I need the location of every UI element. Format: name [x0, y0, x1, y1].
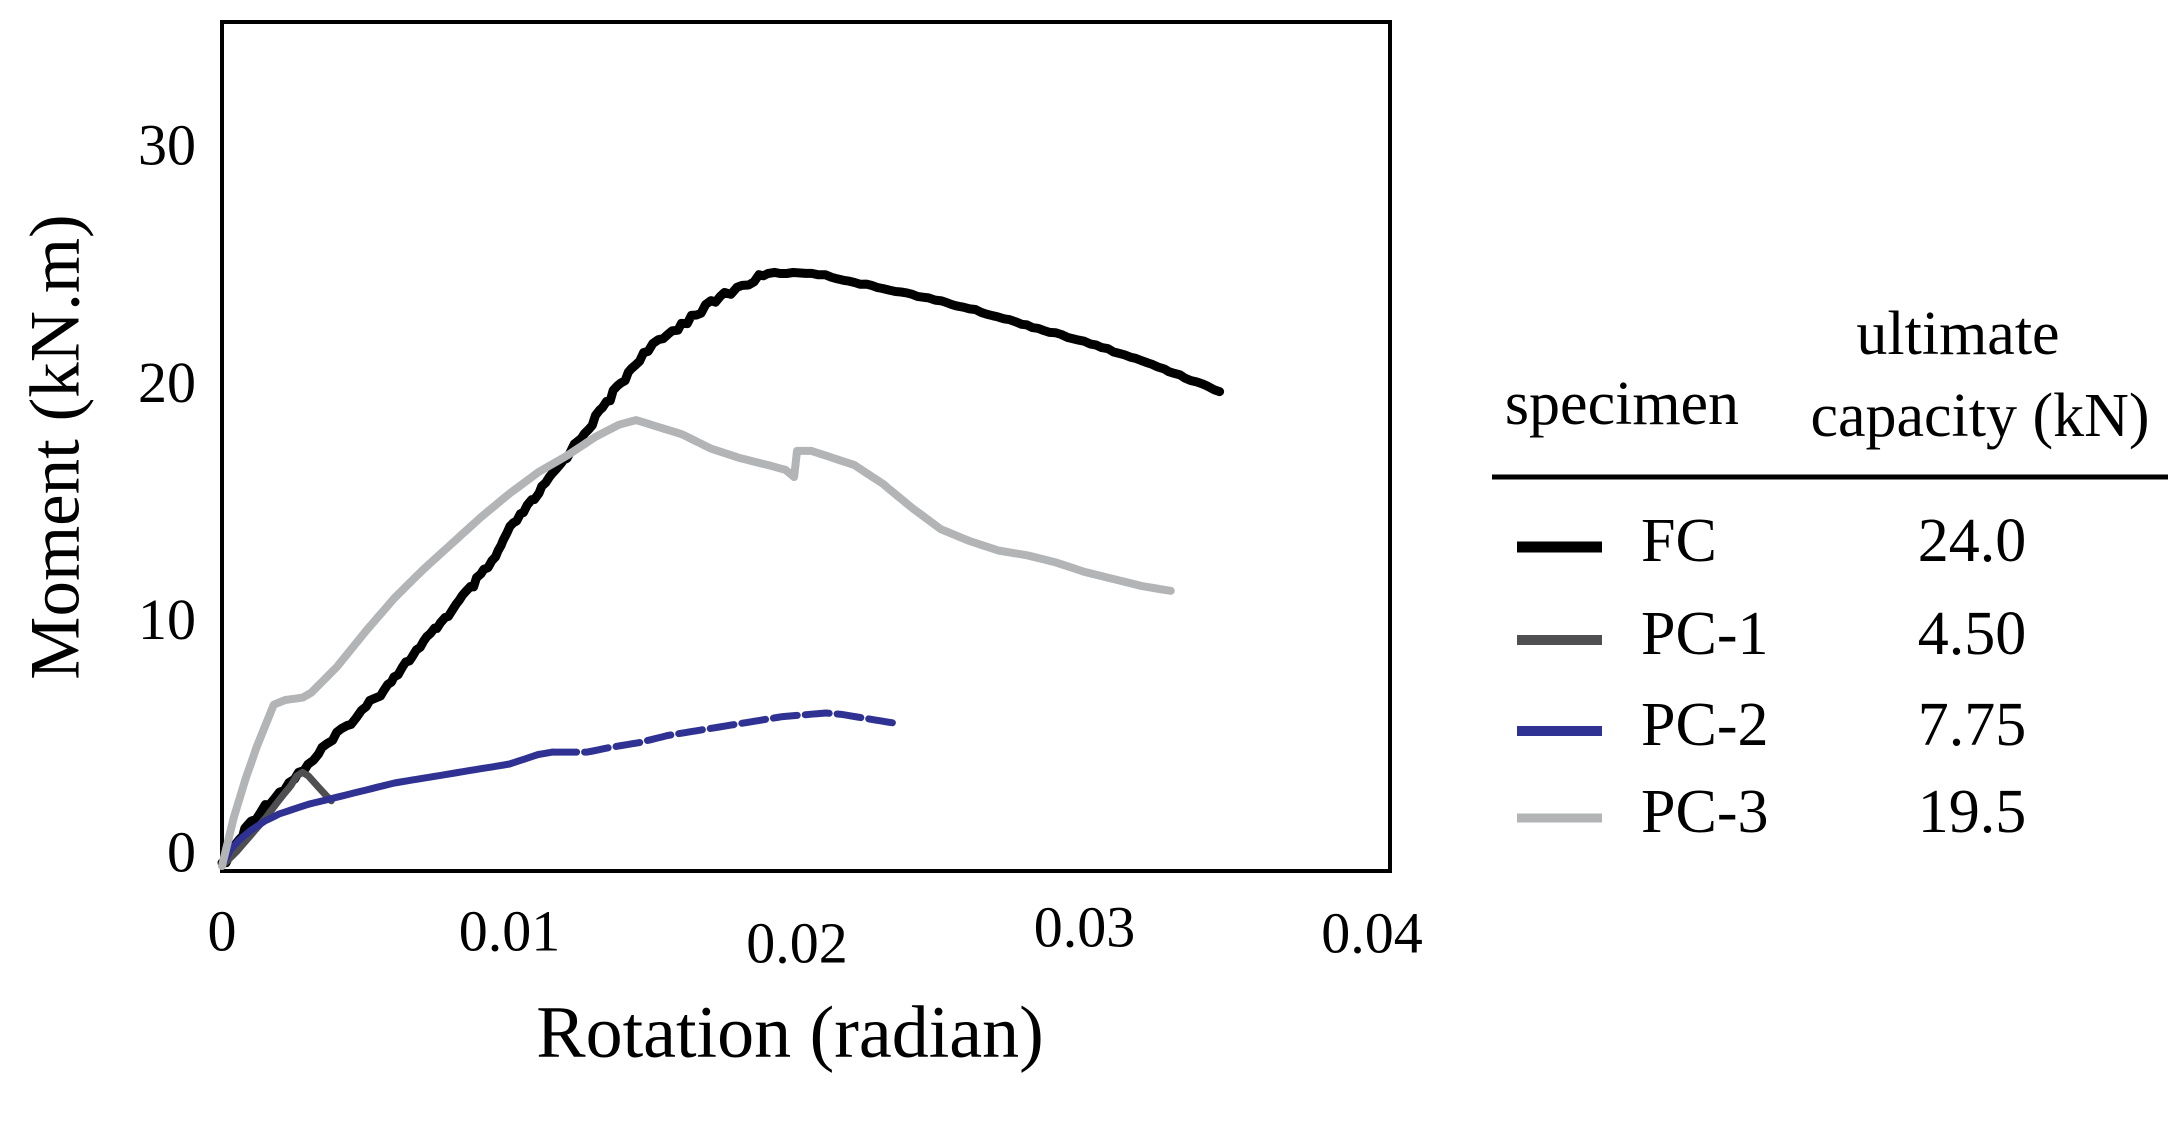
y-axis-title: Moment (kN.m) — [16, 214, 94, 679]
y-tick-label: 10 — [138, 587, 196, 652]
legend-col2-header-line2: capacity (kN) — [1810, 382, 2149, 450]
x-tick-label: 0.04 — [1321, 900, 1423, 965]
x-tick-label: 0 — [208, 898, 237, 963]
legend-value: 19.5 — [1918, 778, 2027, 846]
legend-rows: FC 24.0 PC-1 4.50 PC-2 7.75 PC-3 19.5 — [1517, 507, 2026, 846]
legend-col2-header-line1: ultimate — [1856, 300, 2059, 368]
legend-value: 7.75 — [1918, 691, 2027, 759]
series-line-pc-3 — [218, 416, 1175, 870]
legend-row: PC-1 4.50 — [1517, 600, 2026, 668]
x-tick-label: 0.03 — [1034, 894, 1136, 959]
legend-label: PC-3 — [1641, 778, 1768, 846]
legend-col1-header: specimen — [1505, 370, 1739, 438]
legend-label: PC-1 — [1641, 600, 1768, 668]
legend-row: PC-2 7.75 — [1517, 691, 2026, 759]
legend-row: PC-3 19.5 — [1517, 778, 2026, 846]
y-tick-label: 20 — [138, 350, 196, 415]
legend-label: FC — [1641, 507, 1717, 575]
legend-label: PC-2 — [1641, 691, 1768, 759]
x-tick-label: 0.02 — [746, 910, 848, 975]
y-tick-label: 30 — [138, 113, 196, 178]
legend-table: specimen ultimate capacity (kN) FC 24.0 PC… — [1492, 300, 2168, 846]
series-line-pc-2-solid — [218, 748, 557, 870]
series-line-fc — [217, 267, 1225, 868]
legend-value: 4.50 — [1918, 600, 2027, 668]
series-lines — [217, 267, 1225, 870]
legend-row: FC 24.0 — [1517, 507, 2026, 575]
y-tick-label: 0 — [167, 819, 196, 884]
x-axis-title: Rotation (radian) — [536, 992, 1044, 1074]
y-axis-tick-labels: 0 10 20 30 — [138, 113, 196, 885]
legend-value: 24.0 — [1918, 507, 2027, 575]
x-axis-tick-labels: 0 0.01 0.02 0.03 0.04 — [208, 894, 1423, 975]
series-line-pc-1 — [218, 768, 335, 870]
x-tick-label: 0.01 — [459, 898, 561, 963]
plot-border — [220, 20, 1392, 873]
series-line-pc-2-dashed — [549, 709, 902, 756]
